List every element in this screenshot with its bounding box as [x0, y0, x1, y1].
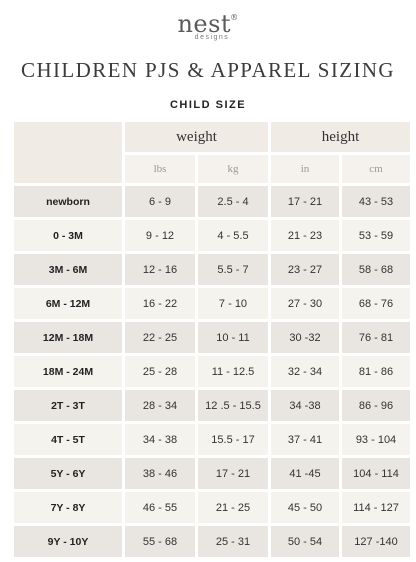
cell-lbs: 55 - 68	[125, 526, 195, 557]
brand-logo: nest® designs	[0, 6, 416, 41]
cell-cm: 86 - 96	[342, 390, 410, 421]
section-subtitle: CHILD SIZE	[169, 99, 247, 111]
row-size-label: 4T - 5T	[14, 424, 122, 455]
cell-kg: 11 - 12.5	[198, 356, 268, 387]
cell-cm: 127 -140	[342, 526, 410, 557]
cell-in: 34 -38	[271, 390, 339, 421]
cell-cm: 114 - 127	[342, 492, 410, 523]
cell-in: 17 - 21	[271, 186, 339, 217]
row-size-label: 7Y - 8Y	[14, 492, 122, 523]
cell-kg: 7 - 10	[198, 288, 268, 319]
cell-cm: 43 - 53	[342, 186, 410, 217]
cell-in: 27 - 30	[271, 288, 339, 319]
logo-wordmark: nest®	[0, 6, 416, 36]
cell-lbs: 34 - 38	[125, 424, 195, 455]
cell-in: 37 - 41	[271, 424, 339, 455]
unit-kg: kg	[198, 155, 268, 183]
cell-in: 41 -45	[271, 458, 339, 489]
row-size-label: 5Y - 6Y	[14, 458, 122, 489]
cell-in: 21 - 23	[271, 220, 339, 251]
table-corner	[14, 122, 122, 183]
cell-cm: 68 - 76	[342, 288, 410, 319]
cell-lbs: 16 - 22	[125, 288, 195, 319]
row-size-label: 12M - 18M	[14, 322, 122, 353]
cell-cm: 58 - 68	[342, 254, 410, 285]
cell-cm: 76 - 81	[342, 322, 410, 353]
cell-lbs: 38 - 46	[125, 458, 195, 489]
cell-cm: 81 - 86	[342, 356, 410, 387]
cell-kg: 2.5 - 4	[198, 186, 268, 217]
header-weight: weight	[125, 122, 268, 152]
registered-mark: ®	[230, 13, 239, 22]
unit-cm: cm	[342, 155, 410, 183]
logo-main-text: nest	[177, 10, 232, 38]
unit-lbs: lbs	[125, 155, 195, 183]
cell-in: 23 - 27	[271, 254, 339, 285]
cell-cm: 104 - 114	[342, 458, 410, 489]
cell-lbs: 9 - 12	[125, 220, 195, 251]
logo-subtext: designs	[194, 34, 230, 41]
cell-cm: 93 - 104	[342, 424, 410, 455]
cell-cm: 53 - 59	[342, 220, 410, 251]
cell-lbs: 28 - 34	[125, 390, 195, 421]
cell-in: 32 - 34	[271, 356, 339, 387]
row-size-label: newborn	[14, 186, 122, 217]
cell-lbs: 6 - 9	[125, 186, 195, 217]
cell-kg: 25 - 31	[198, 526, 268, 557]
row-size-label: 9Y - 10Y	[14, 526, 122, 557]
cell-kg: 21 - 25	[198, 492, 268, 523]
cell-kg: 12 .5 - 15.5	[198, 390, 268, 421]
unit-in: in	[271, 155, 339, 183]
cell-kg: 4 - 5.5	[198, 220, 268, 251]
cell-in: 50 - 54	[271, 526, 339, 557]
row-size-label: 18M - 24M	[14, 356, 122, 387]
row-size-label: 2T - 3T	[14, 390, 122, 421]
cell-kg: 10 - 11	[198, 322, 268, 353]
cell-kg: 5.5 - 7	[198, 254, 268, 285]
cell-lbs: 12 - 16	[125, 254, 195, 285]
page-title: CHILDREN PJS & APPAREL SIZING	[21, 58, 395, 82]
cell-in: 30 -32	[271, 322, 339, 353]
cell-lbs: 46 - 55	[125, 492, 195, 523]
row-size-label: 0 - 3M	[14, 220, 122, 251]
cell-lbs: 25 - 28	[125, 356, 195, 387]
cell-lbs: 22 - 25	[125, 322, 195, 353]
header-height: height	[271, 122, 410, 152]
row-size-label: 6M - 12M	[14, 288, 122, 319]
cell-in: 45 - 50	[271, 492, 339, 523]
cell-kg: 15.5 - 17	[198, 424, 268, 455]
cell-kg: 17 - 21	[198, 458, 268, 489]
row-size-label: 3M - 6M	[14, 254, 122, 285]
